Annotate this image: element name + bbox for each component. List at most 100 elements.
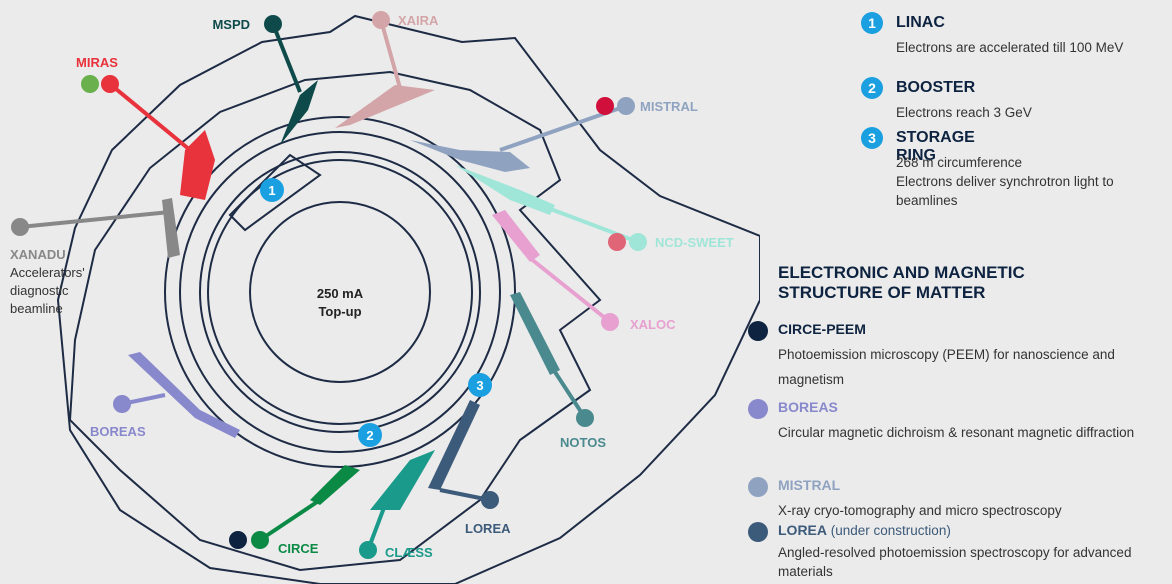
beamline-dot xyxy=(629,233,647,251)
diagram: MSPD XAIRA MIRAS MISTRAL XANADU Accelerators'… xyxy=(10,11,760,584)
item-name: LOREA xyxy=(778,522,827,538)
marker xyxy=(358,423,382,447)
item-desc: Circular magnetic dichroism & resonant m… xyxy=(778,425,1135,440)
beam xyxy=(335,85,435,128)
marker-label: 2 xyxy=(366,428,373,443)
beamline-desc: Accelerators' xyxy=(10,265,85,280)
beamline-label: LOREA xyxy=(465,521,511,536)
beam xyxy=(128,352,240,438)
section-item: LOREA (under construction) Angled-resolve… xyxy=(748,518,1168,581)
beam xyxy=(410,140,530,172)
section-item: MISTRAL X-ray cryo-tomography and micro s… xyxy=(748,473,1168,523)
legend-number: 3 xyxy=(861,127,883,149)
beam xyxy=(280,80,318,145)
beamline-label: CLÆSS xyxy=(385,545,433,560)
legend-title: BOOSTER xyxy=(896,79,976,96)
section-item: CIRCE-PEEM Photoemission microscopy (PEEM… xyxy=(748,317,1168,392)
item-head: BOREAS xyxy=(778,395,1168,420)
item-desc: X-ray cryo-tomography and micro spectros… xyxy=(778,503,1062,518)
beamline-dot xyxy=(608,233,626,251)
beamline-dot xyxy=(251,531,269,549)
beamline-dot xyxy=(359,541,377,559)
beamline-label: MIRAS xyxy=(76,55,118,70)
marker-label: 1 xyxy=(268,183,275,198)
beamline-dot xyxy=(601,313,619,331)
beamline-label: MISTRAL xyxy=(640,99,698,114)
legend-number: 2 xyxy=(861,77,883,99)
beam-line xyxy=(528,256,612,324)
legend-number: 1 xyxy=(861,12,883,34)
beam xyxy=(455,165,555,215)
item-dot xyxy=(748,321,768,341)
marker-label: 3 xyxy=(476,378,483,393)
beamline-dot xyxy=(264,15,282,33)
item-name: MISTRAL xyxy=(778,477,841,493)
beamline-label: CIRCE xyxy=(278,541,319,556)
legend-text: Electrons are accelerated till 100 MeV xyxy=(896,38,1146,57)
legend-title: STORAGE RING xyxy=(896,129,975,164)
item-head: CIRCE-PEEM xyxy=(778,317,1168,342)
beamline-label: MSPD xyxy=(212,17,250,32)
beamline-desc: beamline xyxy=(10,301,63,316)
beam-line xyxy=(108,82,192,152)
beamline-dot xyxy=(617,97,635,115)
legend-line: 268 m circumference xyxy=(896,155,1023,170)
beamline-label: BOREAS xyxy=(90,424,146,439)
beamline-dot xyxy=(576,409,594,427)
beamline-label: XAIRA xyxy=(398,13,439,28)
legend-title: LINAC xyxy=(896,14,945,31)
beamline-label: NCD-SWEET xyxy=(655,235,734,250)
item-name: BOREAS xyxy=(778,399,838,415)
beamline-label: XALOC xyxy=(630,317,676,332)
item-head: MISTRAL xyxy=(778,473,1168,498)
beamline-dot xyxy=(101,75,119,93)
beam xyxy=(510,292,560,375)
beam-line xyxy=(271,23,302,93)
beam-line xyxy=(379,19,402,89)
item-head: LOREA (under construction) xyxy=(778,518,1168,543)
beam xyxy=(492,210,540,262)
legend-text: Electrons reach 3 GeV xyxy=(896,103,1146,122)
section-title: ELECTRONIC AND MAGNETIC STRUCTURE OF MAT… xyxy=(778,263,1025,302)
item-note: (under construction) xyxy=(830,523,951,538)
storage-ring xyxy=(179,131,501,453)
item-dot xyxy=(748,522,768,542)
booster-outer xyxy=(199,151,481,433)
center-mode: Top-up xyxy=(318,304,361,319)
outer-hall xyxy=(56,14,760,584)
beamline-dot xyxy=(372,11,390,29)
beam xyxy=(428,400,480,490)
beam-line xyxy=(553,370,587,420)
beamline-dot xyxy=(229,531,247,549)
beamline-label: XANADU xyxy=(10,247,66,262)
legend-line: Electrons are accelerated till 100 MeV xyxy=(896,40,1124,55)
item-dot xyxy=(748,399,768,419)
hall-inner xyxy=(68,70,602,572)
beamline-dot xyxy=(596,97,614,115)
legend-line: Electrons reach 3 GeV xyxy=(896,105,1032,120)
section-item: BOREAS Circular magnetic dichroism & reso… xyxy=(748,395,1168,445)
beam-line xyxy=(258,498,322,542)
item-name: CIRCE-PEEM xyxy=(778,321,866,337)
beamline-dot xyxy=(481,491,499,509)
beam-line xyxy=(19,210,171,229)
center-current: 250 mA xyxy=(317,286,364,301)
item-dot xyxy=(748,477,768,497)
legend-text: 268 m circumference Electrons deliver syn… xyxy=(896,153,1146,210)
rings xyxy=(56,14,760,584)
beamline-dot xyxy=(11,218,29,236)
inner-circle xyxy=(249,201,431,383)
item-desc: Photoemission microscopy (PEEM) for nano… xyxy=(778,347,1115,387)
marker xyxy=(260,178,284,202)
marker xyxy=(468,373,492,397)
booster-ring xyxy=(207,159,473,425)
legend-line: Electrons deliver synchrotron light to b… xyxy=(896,174,1114,208)
beamline-label: NOTOS xyxy=(560,435,606,450)
beamline-dot xyxy=(81,75,99,93)
storage-outer xyxy=(164,116,516,468)
linac xyxy=(228,153,322,232)
beamline-dot xyxy=(113,395,131,413)
beam xyxy=(310,465,360,505)
item-desc: Angled-resolved photoemission spectrosco… xyxy=(778,545,1132,579)
